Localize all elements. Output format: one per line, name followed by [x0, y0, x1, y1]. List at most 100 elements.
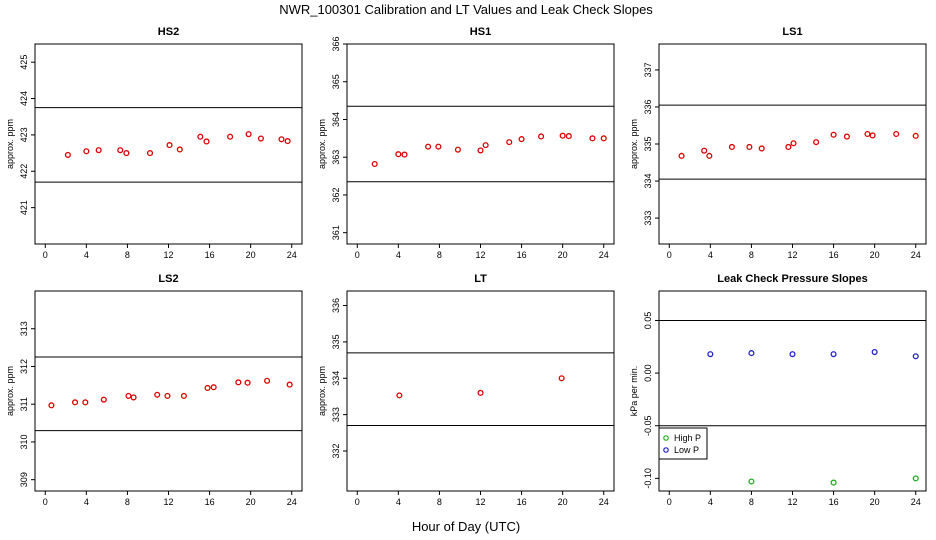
data-point — [678, 152, 685, 159]
y-tick-label: 332 — [331, 443, 341, 458]
data-point — [912, 132, 919, 139]
x-tick-label: 12 — [475, 250, 485, 260]
x-tick-label: 24 — [911, 497, 921, 507]
panel-5: Leak Check Pressure Slopes 0 4 8 12 16 20 24 -0.… — [629, 273, 927, 507]
panel-title: Leak Check Pressure Slopes — [717, 273, 867, 285]
x-tick-label: 0 — [667, 497, 672, 507]
data-point — [707, 351, 714, 358]
x-tick-label: 0 — [667, 250, 672, 260]
data-point — [286, 381, 293, 388]
y-axis-label: approx. ppm — [317, 119, 327, 169]
x-tick-label: 24 — [599, 497, 609, 507]
data-point — [244, 379, 251, 386]
x-tick-label: 24 — [287, 250, 297, 260]
data-point — [518, 136, 525, 143]
data-point — [117, 147, 124, 154]
panel-title: HS2 — [158, 26, 179, 38]
data-point — [100, 396, 107, 403]
x-tick-label: 12 — [787, 497, 797, 507]
data-point — [227, 133, 234, 140]
y-tick-label: 335 — [331, 334, 341, 349]
x-tick-label: 12 — [163, 250, 173, 260]
data-point — [425, 143, 432, 150]
y-tick-label: 334 — [643, 174, 653, 189]
x-tick-label: 24 — [287, 497, 297, 507]
legend: High P Low P — [658, 427, 708, 460]
data-point — [245, 131, 252, 138]
x-axis-title: Hour of Day (UTC) — [412, 519, 520, 534]
x-tick-label: 12 — [787, 250, 797, 260]
x-tick-label: 0 — [43, 250, 48, 260]
panel-title: LS1 — [782, 26, 802, 38]
x-tick-label: 16 — [205, 497, 215, 507]
x-tick-label: 4 — [84, 250, 89, 260]
y-tick-label: 0.05 — [643, 312, 653, 330]
data-point — [843, 133, 850, 140]
y-tick-label: 336 — [643, 99, 653, 114]
y-tick-label: 311 — [19, 397, 29, 411]
y-tick-label: 425 — [19, 55, 29, 70]
x-tick-label: 20 — [870, 250, 880, 260]
x-tick-label: 0 — [355, 250, 360, 260]
data-point — [435, 143, 442, 150]
data-point — [912, 475, 919, 482]
x-tick-label: 0 — [355, 497, 360, 507]
data-point — [123, 150, 130, 157]
data-point — [395, 151, 402, 158]
x-tick-label: 12 — [475, 497, 485, 507]
data-point — [371, 160, 378, 168]
y-tick-label: 337 — [643, 62, 653, 77]
x-tick-label: 8 — [749, 250, 754, 260]
y-axis-label: approx. ppm — [629, 119, 639, 169]
x-tick-label: 20 — [870, 497, 880, 507]
plot-frame — [34, 290, 303, 492]
x-tick-label: 0 — [43, 497, 48, 507]
legend-box — [658, 427, 708, 460]
data-point — [706, 152, 713, 159]
data-point — [565, 133, 572, 140]
y-tick-label: 366 — [331, 36, 341, 51]
plot-frame — [34, 43, 303, 245]
data-point — [830, 351, 837, 358]
y-tick-label: 365 — [331, 74, 341, 89]
data-point — [758, 145, 765, 152]
data-point — [482, 142, 489, 149]
x-tick-label: 20 — [558, 250, 568, 260]
plot-frame — [658, 43, 927, 245]
y-tick-label: 424 — [19, 91, 29, 106]
data-point — [401, 151, 408, 158]
y-tick-label: -0.10 — [643, 468, 653, 489]
y-tick-label: 422 — [19, 164, 29, 179]
data-point — [176, 146, 183, 153]
data-point — [589, 135, 596, 142]
panel-1: HS1 0 4 8 12 16 20 24 361 362 363 364 365 366 approx. … — [317, 26, 615, 260]
panel-title: LS2 — [158, 273, 178, 285]
data-point — [790, 140, 797, 147]
data-point — [454, 146, 461, 153]
data-point — [83, 148, 90, 155]
data-point — [748, 478, 755, 485]
data-point — [748, 350, 755, 357]
panel-3: LS2 0 4 8 12 16 20 24 309 310 311 312 313 approx. ppm — [5, 273, 303, 507]
x-tick-label: 20 — [246, 497, 256, 507]
y-tick-label: 313 — [19, 321, 29, 336]
y-tick-label: -0.05 — [643, 415, 653, 436]
x-tick-label: 16 — [829, 497, 839, 507]
panel-0: HS2 0 4 8 12 16 20 24 421 422 423 424 425 approx. ppm — [5, 26, 303, 260]
data-point — [278, 136, 285, 143]
data-point — [235, 379, 242, 386]
x-tick-label: 8 — [749, 497, 754, 507]
data-point — [204, 384, 211, 392]
y-tick-label: 363 — [331, 150, 341, 165]
data-point — [164, 392, 171, 399]
data-point — [785, 143, 792, 151]
data-point — [125, 392, 132, 399]
plot-frame — [658, 290, 927, 492]
x-tick-label: 4 — [396, 250, 401, 260]
x-tick-label: 16 — [517, 497, 527, 507]
data-point — [284, 138, 291, 145]
data-point — [871, 349, 878, 356]
x-tick-label: 8 — [437, 497, 442, 507]
y-tick-label: 335 — [643, 136, 653, 151]
data-point — [180, 392, 187, 399]
